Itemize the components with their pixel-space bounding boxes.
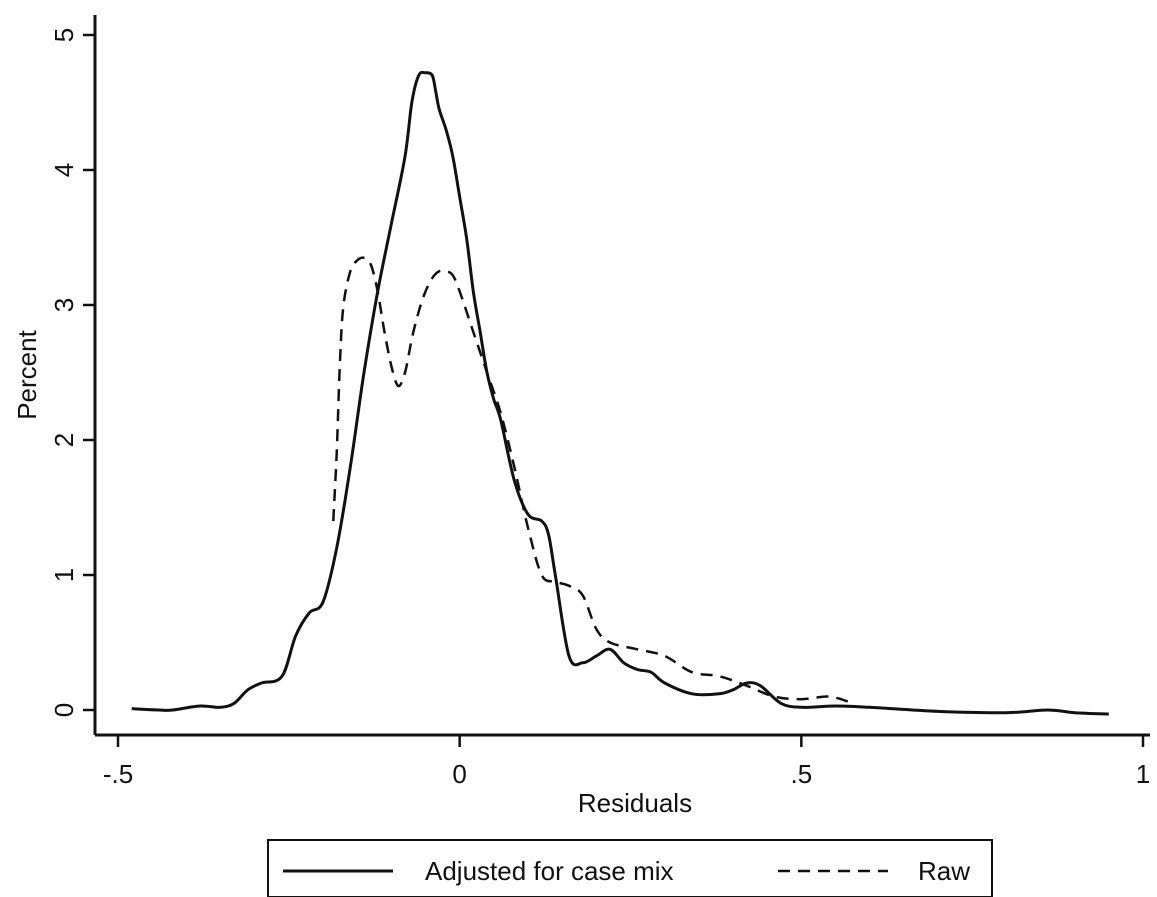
y-tick-label: 1 xyxy=(49,568,79,582)
x-tick-label: 1 xyxy=(1136,759,1150,789)
series-line-raw xyxy=(332,256,850,704)
legend-box xyxy=(267,839,993,897)
x-axis: -.5 0 .5 1 xyxy=(95,733,1150,789)
x-tick-label: 0 xyxy=(452,759,466,789)
legend-label-adjusted: Adjusted for case mix xyxy=(425,856,674,886)
y-tick-label: 2 xyxy=(49,433,79,447)
x-tick-label: -.5 xyxy=(103,759,133,789)
y-tick-label: 0 xyxy=(49,703,79,717)
legend: Adjusted for case mix Raw xyxy=(267,839,993,897)
x-axis-title: Residuals xyxy=(578,788,692,818)
y-axis-title: Percent xyxy=(12,329,42,419)
y-axis-ticks: 0 1 2 3 4 5 xyxy=(49,28,95,717)
plot-area xyxy=(131,70,1109,716)
y-tick-label: 5 xyxy=(49,28,79,42)
x-axis-ticks: -.5 0 .5 1 xyxy=(103,735,1150,789)
legend-label-raw: Raw xyxy=(918,856,970,886)
y-tick-label: 3 xyxy=(49,298,79,312)
y-tick-label: 4 xyxy=(49,163,79,177)
series-line-adjusted xyxy=(131,70,1109,716)
x-tick-label: .5 xyxy=(790,759,812,789)
y-axis: 0 1 2 3 4 5 xyxy=(49,15,97,735)
